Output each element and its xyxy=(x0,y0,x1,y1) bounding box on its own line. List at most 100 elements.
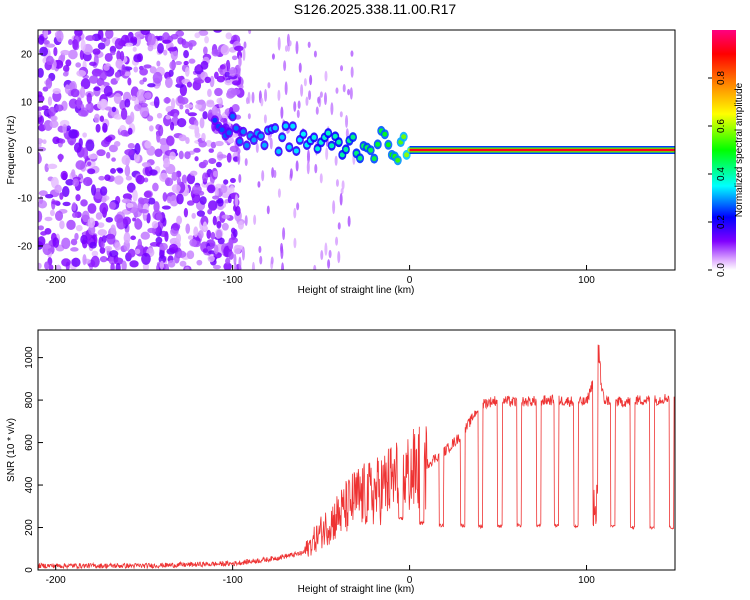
spectrogram-cell xyxy=(96,149,106,157)
spectrogram-cell xyxy=(147,44,154,52)
spectrogram-cell xyxy=(159,260,165,270)
spectrogram-cell xyxy=(116,50,121,61)
spectrogram-cell xyxy=(313,50,317,58)
spectrogram-cell xyxy=(282,227,286,240)
spectrogram-cell xyxy=(210,141,217,149)
spectrogram-cell xyxy=(175,233,182,244)
spectrogram-cell xyxy=(263,114,267,124)
spectrogram-cell xyxy=(289,168,293,179)
spectrogram-cell xyxy=(170,200,176,207)
spectrogram-cell xyxy=(144,140,152,149)
spectrogram-cell xyxy=(99,186,108,196)
spectrogram-cell xyxy=(100,37,107,42)
spectrogram-cell xyxy=(59,220,65,230)
spectrogram-cell xyxy=(132,189,138,202)
spectrogram-cell xyxy=(335,179,339,187)
spectrogram-cell xyxy=(99,70,108,81)
spectrogram-cell xyxy=(48,106,56,117)
spectrogram-cell xyxy=(50,115,58,122)
spectrogram-cell xyxy=(75,160,86,170)
spectrogram-cell xyxy=(89,61,97,66)
spectrogram-cell xyxy=(92,48,101,55)
spectrogram-heatmap xyxy=(38,30,675,270)
spectrogram-cell xyxy=(184,266,190,270)
spectrogram-cell xyxy=(121,155,131,166)
spectrogram-cell xyxy=(127,127,133,135)
spectrogram-cell xyxy=(79,86,86,99)
spectrogram-cell xyxy=(335,236,339,246)
spectrogram-cell xyxy=(248,30,252,35)
spectrogram-cell xyxy=(277,89,281,101)
spectrogram-cell xyxy=(172,222,181,231)
spectrogram-cell xyxy=(124,165,131,177)
spectrogram-cell xyxy=(181,174,188,184)
spectrogram-cell xyxy=(47,163,58,169)
spectrogram-cell xyxy=(237,151,241,165)
spectrogram-cell xyxy=(230,227,236,234)
spectrogram-cell xyxy=(152,182,159,192)
spectrogram-cell xyxy=(184,66,190,77)
spectrogram-cell xyxy=(143,177,149,183)
spectrogram-cell xyxy=(99,255,108,263)
colorbar-tick-label: 0.2 xyxy=(716,215,727,229)
spectrogram-cell xyxy=(165,77,173,89)
spectrogram-cell xyxy=(108,144,118,153)
spectrogram-cell xyxy=(220,185,228,194)
spectrogram-cell xyxy=(110,224,117,237)
spectrogram-cell xyxy=(196,259,203,266)
spectrogram-cell xyxy=(169,60,177,70)
spectrogram-cell xyxy=(371,156,377,162)
spectrogram-cell xyxy=(313,264,317,270)
spectrogram-cell xyxy=(184,108,190,115)
spectrogram-cell xyxy=(99,115,105,122)
spectrogram-cell xyxy=(339,111,343,118)
spectrogram-cell xyxy=(297,137,303,143)
spectrogram-cell xyxy=(221,222,229,231)
spectrogram-cell xyxy=(214,87,223,97)
spectrogram-cell xyxy=(217,197,224,207)
spectrogram-cell xyxy=(244,215,248,227)
spectrogram-cell xyxy=(230,88,241,96)
spectrogram-cell xyxy=(120,129,129,137)
spectrogram-cell xyxy=(206,100,215,108)
spectrogram-cell xyxy=(43,40,50,45)
spectrogram-cell xyxy=(62,71,69,77)
spectrogram-cell xyxy=(38,94,45,103)
spectrogram-cell xyxy=(251,261,255,270)
spectrogram-cell xyxy=(204,36,209,44)
spectrogram-cell xyxy=(123,71,131,77)
spectrogram-y-tick-label: 0 xyxy=(26,146,32,157)
spectrogram-cell xyxy=(224,71,230,78)
spectrogram-y-ticks: -20 -10 0 10 20 xyxy=(18,50,43,253)
spectrogram-cell xyxy=(271,167,275,179)
spectrogram-cell xyxy=(230,113,236,119)
spectrogram-cell xyxy=(139,208,149,214)
spectrogram-cell xyxy=(293,207,297,219)
spectrogram-cell xyxy=(213,30,223,33)
spectrogram-cell xyxy=(385,142,391,148)
spectrogram-cell xyxy=(115,58,123,69)
spectrogram-cell xyxy=(44,261,50,270)
spectrogram-cell xyxy=(215,229,223,239)
spectrogram-cell xyxy=(59,192,64,200)
spectrogram-cell xyxy=(143,191,152,198)
spectrogram-cell xyxy=(216,75,226,83)
spectrogram-cell xyxy=(45,43,56,48)
spectrogram-cell xyxy=(59,119,70,127)
spectrogram-cell xyxy=(152,71,163,84)
spectrogram-cell xyxy=(55,104,64,112)
spectrogram-cell xyxy=(102,122,108,133)
spectrogram-cell xyxy=(203,46,208,55)
spectrogram-cell xyxy=(130,235,136,241)
spectrogram-cell xyxy=(323,92,327,105)
spectrogram-cell xyxy=(347,215,351,227)
spectrogram-cell xyxy=(38,190,48,197)
spectrogram-cell xyxy=(88,153,98,160)
spectrogram-cell xyxy=(205,140,213,147)
spectrogram-cell xyxy=(104,174,111,181)
colorbar-tick-label: 0.4 xyxy=(716,167,727,181)
spectrogram-cell xyxy=(75,224,83,232)
spectrogram-cell xyxy=(207,208,213,215)
spectrogram-cell xyxy=(176,193,184,205)
snr-y-label: SNR (10 * v/v) xyxy=(6,418,17,482)
